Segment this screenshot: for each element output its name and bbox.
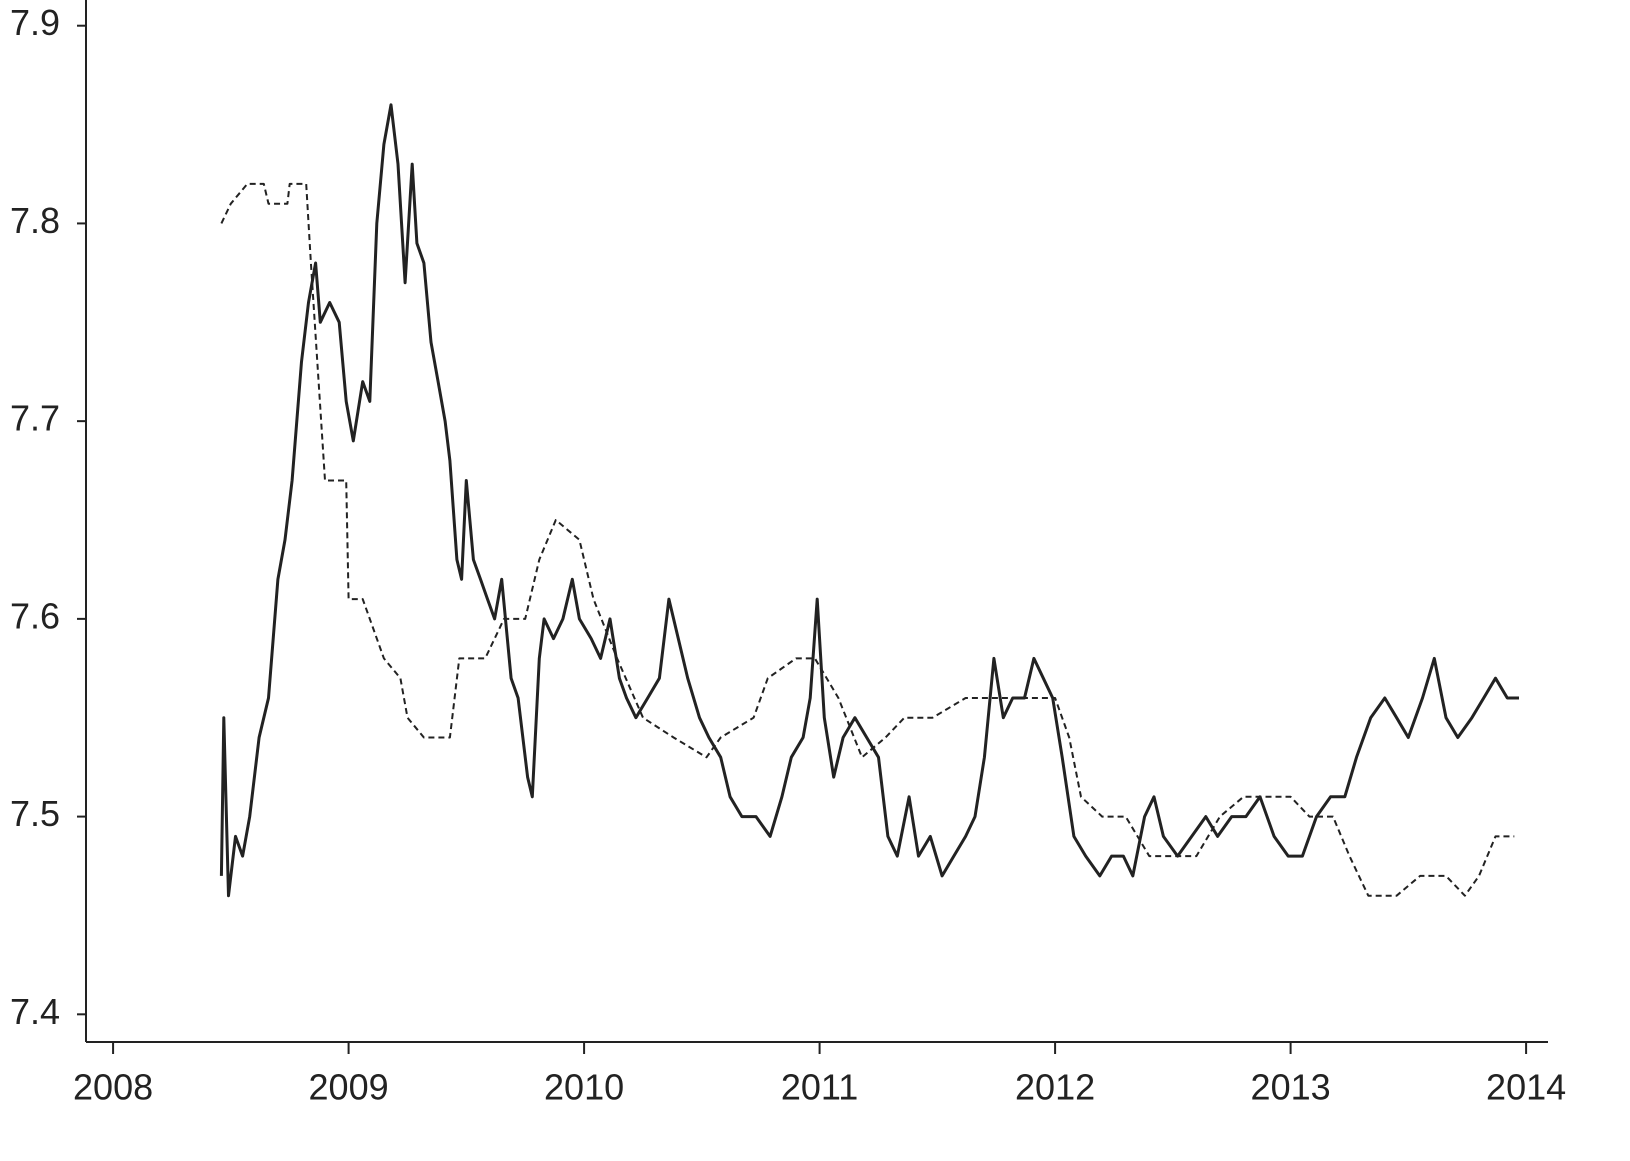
x-tick-label: 2011 bbox=[781, 1067, 858, 1108]
x-tick-label: 2012 bbox=[1015, 1067, 1095, 1108]
y-tick-label: 7.6 bbox=[10, 595, 60, 636]
y-tick-label: 7.8 bbox=[10, 200, 60, 241]
x-tick-label: 2014 bbox=[1486, 1067, 1566, 1108]
y-tick-label: 7.9 bbox=[10, 2, 60, 43]
series-line bbox=[220, 182, 1515, 897]
y-tick-label: 7.4 bbox=[10, 991, 60, 1032]
x-tick-label: 2010 bbox=[544, 1067, 624, 1108]
x-tick-label: 2008 bbox=[73, 1067, 153, 1108]
y-tick-label: 7.5 bbox=[10, 793, 60, 834]
series-line bbox=[219, 103, 1519, 898]
x-tick-label: 2009 bbox=[309, 1067, 389, 1108]
y-tick-label: 7.7 bbox=[10, 398, 60, 439]
x-tick-label: 2013 bbox=[1251, 1067, 1331, 1108]
